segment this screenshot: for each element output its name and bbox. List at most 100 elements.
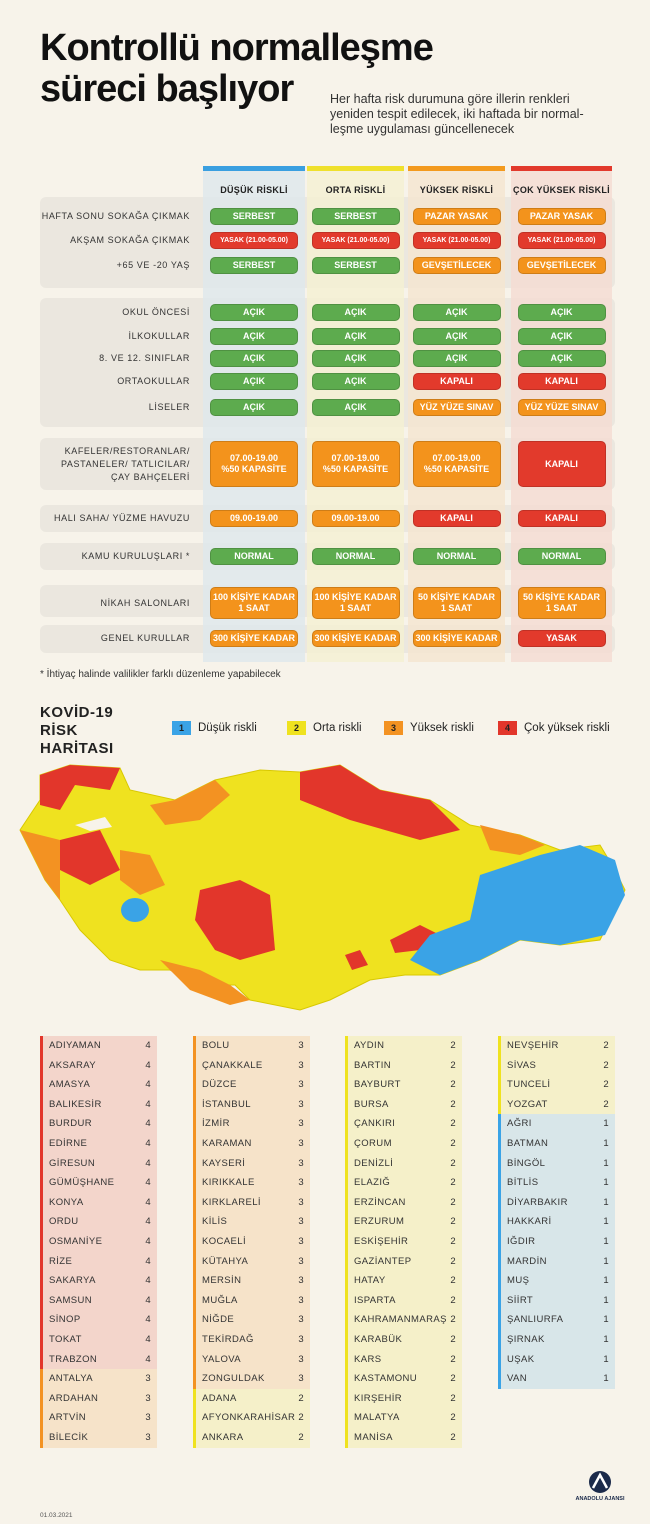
province-name: SAKARYA — [49, 1275, 96, 1287]
map-region-red — [300, 765, 460, 840]
province-name: ESKİŞEHİR — [354, 1236, 409, 1247]
province-bar — [498, 1153, 501, 1174]
province-bar — [193, 1192, 196, 1213]
province-item: BATMAN 1 — [498, 1134, 615, 1154]
province-bar — [193, 1173, 196, 1193]
province-risk: 3 — [298, 1334, 304, 1345]
province-bg — [193, 1114, 310, 1134]
cell: 07.00-19.00 %50 KAPASİTE — [412, 441, 501, 487]
legend-swatch: 4 — [498, 721, 517, 735]
province-risk: 3 — [145, 1412, 151, 1424]
province-item: ANTALYA 3 — [40, 1369, 157, 1389]
province-name: DENİZLİ — [354, 1157, 394, 1169]
cell: YASAK (21.00-05.00) — [517, 231, 606, 249]
province-bg — [498, 1134, 615, 1154]
cell: 100 KİŞİYE KADAR 1 SAAT — [311, 587, 400, 619]
province-bg — [193, 1349, 310, 1370]
province-bg — [345, 1369, 462, 1389]
province-name: MARDİN — [507, 1255, 547, 1267]
province-name: KÜTAHYA — [202, 1255, 249, 1267]
province-item: MUŞ 1 — [498, 1271, 615, 1291]
province-item: SİVAS 2 — [498, 1055, 615, 1076]
province-item: IĞDIR 1 — [498, 1232, 615, 1252]
province-risk: 2 — [603, 1040, 609, 1051]
cell: YASAK (21.00-05.00) — [412, 231, 501, 249]
province-bg — [345, 1173, 462, 1193]
province-bg — [345, 1094, 462, 1115]
province-name: KAHRAMANMARAŞ — [354, 1314, 447, 1326]
province-bar — [40, 1369, 43, 1389]
province-risk: 4 — [145, 1040, 151, 1051]
province-name: KIRKLARELİ — [202, 1196, 261, 1208]
province-risk: 2 — [450, 1392, 456, 1404]
province-risk: 4 — [145, 1177, 151, 1189]
province-item: GÜMÜŞHANE 4 — [40, 1173, 157, 1193]
province-item: NEVŞEHİR 2 — [498, 1036, 615, 1056]
province-name: TOKAT — [49, 1334, 82, 1345]
cell: SERBEST — [311, 256, 400, 274]
province-bar — [40, 1114, 43, 1134]
province-item: ADANA 2 — [193, 1388, 310, 1409]
row-label: HAFTA SONU SOKAĞA ÇIKMAK — [41, 210, 190, 221]
province-bg — [498, 1349, 615, 1370]
province-item: EDİRNE 4 — [40, 1134, 157, 1154]
province-item: MALATYA 2 — [345, 1408, 462, 1428]
province-bar — [345, 1290, 348, 1311]
province-bar — [193, 1408, 196, 1428]
province-risk: 3 — [298, 1118, 304, 1130]
province-bg — [40, 1055, 157, 1076]
province-risk: 3 — [145, 1432, 151, 1443]
province-bg — [193, 1330, 310, 1350]
province-item: MERSİN 3 — [193, 1271, 310, 1291]
province-name: ZONGULDAK — [202, 1373, 265, 1385]
province-bg — [345, 1251, 462, 1272]
province-risk: 2 — [450, 1118, 456, 1130]
province-name: KOCAELİ — [202, 1236, 246, 1247]
province-risk: 2 — [603, 1079, 609, 1091]
province-bar — [345, 1153, 348, 1174]
province-bar — [345, 1134, 348, 1154]
province-name: GÜMÜŞHANE — [49, 1177, 115, 1189]
province-name: AYDIN — [354, 1040, 385, 1051]
province-bg — [40, 1428, 157, 1448]
province-bg — [193, 1153, 310, 1174]
province-risk: 2 — [298, 1392, 304, 1404]
risk-map — [19, 764, 626, 1011]
province-item: TUNCELİ 2 — [498, 1075, 615, 1095]
province-bg — [193, 1408, 310, 1428]
cell: PAZAR YASAK — [517, 207, 606, 225]
province-bg — [498, 1114, 615, 1134]
province-name: İZMİR — [202, 1118, 230, 1130]
province-bar — [193, 1349, 196, 1370]
province-bar — [498, 1055, 501, 1076]
province-bar — [345, 1310, 348, 1330]
province-item: ERZİNCAN 2 — [345, 1192, 462, 1213]
province-item: SİİRT 1 — [498, 1290, 615, 1311]
logo-text: ANADOLU AJANSI — [575, 1496, 625, 1502]
cell: 09.00-19.00 — [210, 509, 298, 527]
province-item: KIRIKKALE 3 — [193, 1173, 310, 1193]
cell: 07.00-19.00 %50 KAPASİTE — [210, 441, 298, 487]
province-item: ANKARA 2 — [193, 1428, 310, 1448]
province-bar — [40, 1232, 43, 1252]
province-item: KARAMAN 3 — [193, 1134, 310, 1154]
province-bar — [498, 1271, 501, 1291]
province-item: İSTANBUL 3 — [193, 1094, 310, 1115]
province-item: SAKARYA 4 — [40, 1271, 157, 1291]
column-header: DÜŞÜK RİSKLİ — [220, 185, 288, 195]
province-name: DİYARBAKIR — [507, 1196, 568, 1208]
province-item: DİYARBAKIR 1 — [498, 1192, 615, 1213]
province-risk: 2 — [450, 1314, 456, 1326]
province-bar — [40, 1330, 43, 1350]
province-bg — [345, 1428, 462, 1448]
province-bg — [498, 1173, 615, 1193]
row-label: HALI SAHA/ YÜZME HAVUZU — [54, 512, 190, 523]
province-item: BİLECİK 3 — [40, 1428, 157, 1448]
province-risk: 3 — [298, 1079, 304, 1091]
province-risk: 3 — [298, 1157, 304, 1169]
cell: GEVŞETİLECEK — [517, 256, 606, 274]
cell: KAPALI — [412, 372, 501, 390]
province-item: DÜZCE 3 — [193, 1075, 310, 1095]
province-risk: 4 — [145, 1334, 151, 1345]
province-bar — [345, 1251, 348, 1272]
